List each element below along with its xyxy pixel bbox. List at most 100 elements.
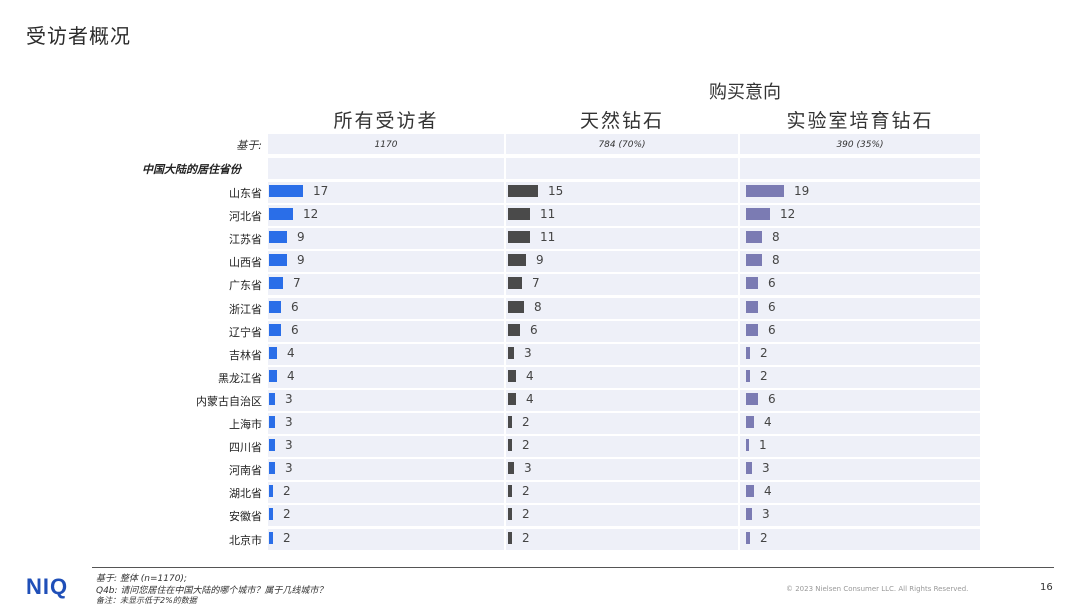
data-label: 3	[285, 391, 293, 406]
data-label: 2	[522, 530, 530, 545]
category-label: 江苏省	[229, 233, 262, 247]
category-row-band	[740, 320, 980, 342]
category-row-band	[740, 413, 980, 435]
bar	[269, 485, 273, 498]
category-row-band	[506, 320, 738, 342]
bar	[746, 346, 750, 359]
bar	[269, 300, 281, 313]
bar	[269, 185, 303, 197]
data-label: 2	[522, 507, 530, 522]
data-label: 6	[768, 276, 776, 291]
category-row-band	[268, 297, 504, 319]
category-row-band	[740, 389, 980, 411]
footnote-base: 基于: 整体 (n=1170);	[96, 574, 187, 584]
category-row-band	[740, 528, 980, 550]
category-row-band	[268, 343, 504, 365]
category-row-band	[268, 366, 504, 388]
category-row-band	[268, 413, 504, 435]
category-row-band	[506, 274, 738, 296]
category-row-band	[740, 366, 980, 388]
data-label: 8	[534, 299, 542, 314]
bar	[508, 508, 512, 521]
category-row-band	[506, 366, 738, 388]
bar	[508, 323, 520, 336]
category-label: 辽宁省	[229, 325, 262, 339]
data-label: 11	[540, 207, 556, 222]
data-label: 6	[530, 322, 538, 337]
data-label: 11	[540, 230, 556, 245]
category-label: 内蒙古自治区	[196, 394, 262, 408]
footer-rule	[92, 567, 1054, 568]
bar	[269, 531, 273, 544]
base-row-band	[506, 134, 738, 154]
category-row-band	[506, 182, 738, 204]
bar	[269, 277, 283, 290]
category-row-band	[506, 228, 738, 250]
footnote-remark: 备注：未显示低于2%的数据	[96, 596, 197, 605]
data-label: 4	[287, 368, 295, 383]
bar	[508, 185, 538, 197]
category-label: 广东省	[229, 279, 262, 293]
bar	[269, 346, 277, 359]
category-row-band	[506, 389, 738, 411]
category-row-band	[506, 343, 738, 365]
data-label: 8	[772, 230, 780, 245]
data-label: 12	[780, 207, 796, 222]
category-row-band	[268, 251, 504, 273]
bar	[269, 231, 287, 244]
bar	[269, 392, 275, 405]
data-label: 7	[532, 276, 540, 291]
bar	[508, 254, 526, 267]
bar	[746, 439, 749, 452]
category-row-band	[740, 182, 980, 204]
category-row-band	[740, 251, 980, 273]
page-title: 受访者概况	[26, 24, 131, 48]
data-label: 2	[760, 345, 768, 360]
data-label: 2	[760, 530, 768, 545]
column-header-natural: 天然钻石	[579, 110, 664, 132]
bar	[746, 208, 770, 221]
bar	[746, 231, 762, 244]
data-label: 2	[522, 438, 530, 453]
data-label: 2	[522, 415, 530, 429]
bar	[269, 369, 277, 382]
bar	[269, 462, 275, 475]
data-label: 2	[522, 484, 530, 499]
category-label: 河南省	[229, 464, 262, 478]
data-label: 6	[291, 322, 299, 337]
category-row-band	[506, 482, 738, 504]
bar	[508, 462, 514, 475]
category-label: 山西省	[229, 256, 262, 270]
bar	[746, 254, 762, 267]
category-row-band	[268, 228, 504, 250]
bar	[746, 416, 754, 428]
category-row-band	[268, 389, 504, 411]
bar	[269, 254, 287, 267]
data-label: 6	[291, 299, 299, 314]
category-row-band	[268, 205, 504, 227]
category-label: 山东省	[229, 187, 262, 200]
base-label: 基于:	[236, 139, 262, 152]
data-label: 2	[760, 368, 768, 383]
category-row-band	[268, 320, 504, 342]
data-label: 4	[526, 368, 534, 383]
section-row-band	[268, 158, 504, 179]
bar	[508, 439, 512, 452]
data-label: 6	[768, 299, 776, 314]
category-row-band	[740, 205, 980, 227]
category-row-band	[506, 528, 738, 550]
bar	[508, 485, 512, 498]
category-label: 安徽省	[229, 510, 262, 524]
data-label: 9	[536, 253, 544, 268]
data-label: 2	[283, 530, 291, 545]
data-label: 6	[768, 391, 776, 406]
column-header-lab: 实验室培育钻石	[786, 110, 934, 132]
bar	[269, 508, 273, 521]
group-title: 购买意向	[709, 82, 781, 103]
data-label: 17	[313, 184, 329, 198]
data-label: 3	[285, 438, 293, 453]
category-row-band	[268, 459, 504, 481]
bar	[508, 369, 516, 382]
section-label: 中国大陆的居住省份	[142, 163, 241, 176]
bar	[746, 531, 750, 544]
